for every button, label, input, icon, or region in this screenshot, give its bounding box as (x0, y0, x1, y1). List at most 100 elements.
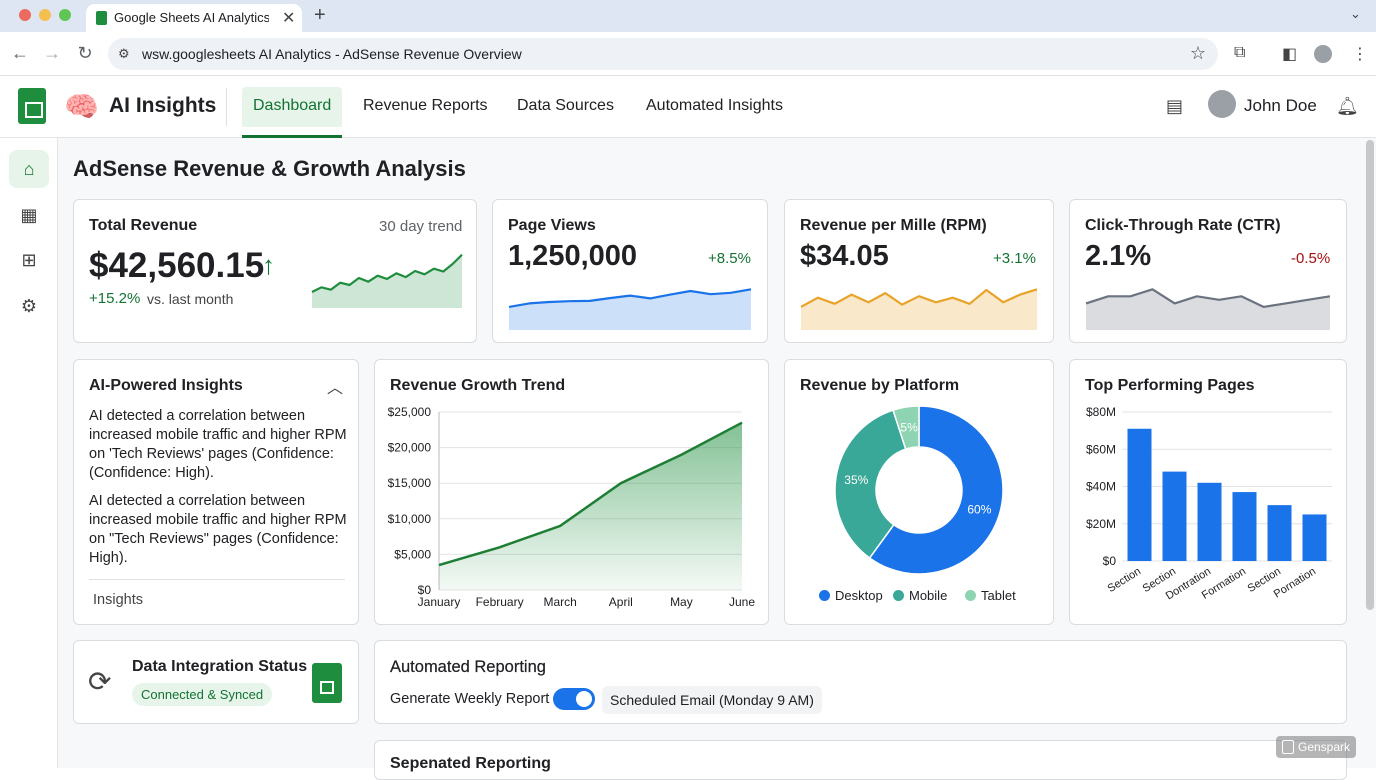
bookmark-star-icon[interactable]: ☆ (1190, 43, 1206, 64)
kpi-card-page-views[interactable]: Page Views 1,250,000 +8.5% (492, 199, 768, 343)
insight-item: AI detected a correlation between increa… (89, 492, 349, 568)
legend-mobile: Mobile (893, 588, 947, 603)
revenue-growth-chart: $0$5,000$10,000$15,000$20,000$25,000Janu… (375, 400, 768, 614)
data-integration-card: ⟳ Data Integration Status Connected & Sy… (73, 640, 359, 724)
kpi-delta: -0.5% (1291, 250, 1330, 267)
tab-revenue-reports[interactable]: Revenue Reports (352, 87, 499, 127)
y-tick-label: $20,000 (388, 441, 432, 455)
sidebar-item-add[interactable]: ⊞ (9, 241, 49, 279)
back-icon[interactable]: ← (10, 43, 30, 64)
new-tab-icon[interactable]: + (314, 4, 326, 27)
revenue-platform-card: Revenue by Platform 60%35%5% Desktop Mob… (784, 359, 1054, 625)
sheets-favicon-icon (96, 11, 107, 25)
google-sheets-icon (312, 663, 342, 703)
schedule-chip[interactable]: Scheduled Email (Monday 9 AM) (602, 686, 822, 714)
ctr-sparkline (1084, 280, 1332, 330)
rpm-sparkline (799, 280, 1039, 330)
bar (1128, 429, 1152, 561)
sync-icon[interactable]: ⟳ (88, 665, 111, 698)
forward-icon[interactable]: → (42, 43, 62, 64)
notifications-bell-icon[interactable]: 🔔︎ (1336, 96, 1359, 117)
desktop-color-dot (819, 590, 830, 601)
sidebar-item-reports[interactable]: ▦ (9, 196, 49, 234)
kpi-value: $34.05 (800, 240, 889, 273)
tab-data-sources[interactable]: Data Sources (506, 87, 625, 127)
kpi-title: Click-Through Rate (CTR) (1085, 217, 1281, 235)
legend-tablet: Tablet (965, 588, 1016, 603)
kpi-title: Total Revenue (89, 217, 197, 235)
reporting-title: Automated Reporting (390, 658, 546, 677)
minimize-window-button[interactable] (39, 9, 51, 21)
address-text[interactable]: wsw.googlesheets AI Analytics - AdSense … (142, 46, 522, 62)
arrow-up-icon: ↑ (262, 250, 275, 281)
weekly-report-toggle[interactable] (553, 688, 595, 710)
insight-item: AI detected a correlation between increa… (89, 407, 349, 483)
y-tick-label: $80M (1086, 405, 1116, 419)
kpi-card-ctr[interactable]: Click-Through Rate (CTR) 2.1% -0.5% (1069, 199, 1347, 343)
kpi-delta: +3.1% (993, 250, 1036, 267)
x-tick-label: May (670, 595, 693, 609)
tab-automated-insights[interactable]: Automated Insights (635, 87, 794, 127)
genspark-badge: Genspark (1276, 736, 1356, 758)
page-title: AdSense Revenue & Growth Analysis (73, 156, 466, 182)
browser-toolbar: ← → ↻ ⚙ wsw.googlesheets AI Analytics - … (0, 32, 1376, 76)
tab-search-icon[interactable]: ⌄ (1350, 6, 1361, 22)
sidebar-item-home[interactable]: ⌂ (9, 150, 49, 188)
x-tick-label: April (609, 595, 633, 609)
header-divider (226, 88, 227, 126)
profile-avatar-icon[interactable] (1314, 45, 1332, 63)
y-tick-label: $5,000 (394, 547, 431, 561)
x-tick-label: Section (1106, 565, 1143, 595)
tab-dashboard[interactable]: Dashboard (242, 87, 342, 127)
revenue-platform-chart: 60%35%5% (785, 400, 1053, 586)
kpi-card-total-revenue[interactable]: Total Revenue 30 day trend $42,560.15 ↑ … (73, 199, 477, 343)
site-info-icon[interactable]: ⚙ (118, 46, 130, 62)
y-tick-label: $40M (1086, 480, 1116, 494)
side-panel-icon[interactable]: ◧ (1282, 44, 1297, 64)
app-title: AI Insights (109, 94, 216, 118)
sidebar: ⌂ ▦ ⊞ ⚙ (0, 138, 58, 768)
trend-label: 30 day trend (379, 218, 462, 235)
sidebar-item-settings[interactable]: ⚙ (9, 287, 49, 325)
kpi-value: 2.1% (1085, 240, 1151, 273)
close-window-button[interactable] (19, 9, 31, 21)
browser-tab-bar: Google Sheets AI Analytics - ✕ + ⌄ (0, 0, 1376, 32)
tablet-color-dot (965, 590, 976, 601)
sparkline-area (312, 255, 462, 308)
genspark-logo-icon (1282, 740, 1294, 754)
chart-title: Revenue Growth Trend (390, 377, 565, 395)
legend-label: Desktop (835, 588, 883, 603)
insights-divider (89, 579, 345, 580)
extensions-icon[interactable]: ⧉ (1234, 44, 1245, 62)
user-name[interactable]: John Doe (1244, 96, 1317, 116)
address-bar[interactable]: ⚙ wsw.googlesheets AI Analytics - AdSens… (108, 38, 1218, 70)
legend-desktop: Desktop (819, 588, 883, 603)
chat-icon[interactable]: ▤ (1166, 96, 1183, 117)
x-tick-label: June (729, 595, 755, 609)
x-tick-label: January (418, 595, 461, 609)
google-sheets-logo-icon[interactable] (18, 88, 46, 124)
y-tick-label: $15,000 (388, 476, 432, 490)
revenue-growth-card: Revenue Growth Trend $0$5,000$10,000$15,… (374, 359, 769, 625)
browser-tab[interactable]: Google Sheets AI Analytics - ✕ (86, 4, 302, 32)
y-tick-label: $0 (1103, 554, 1117, 568)
kpi-card-rpm[interactable]: Revenue per Mille (RPM) $34.05 +3.1% (784, 199, 1054, 343)
y-tick-label: $20M (1086, 517, 1116, 531)
add-insight-icon: ⊞ (21, 250, 36, 270)
close-tab-icon[interactable]: ✕ (282, 8, 295, 28)
pie-slice-label: 5% (900, 420, 918, 434)
page-scrollbar[interactable] (1366, 140, 1374, 610)
insights-footer-link[interactable]: Insights (93, 592, 143, 608)
maximize-window-button[interactable] (59, 9, 71, 21)
kpi-delta: +15.2% (89, 290, 140, 307)
gear-icon: ⚙ (21, 296, 37, 316)
automated-reporting-card: Automated Reporting Generate Weekly Repo… (374, 640, 1347, 724)
collapse-chevron-icon[interactable]: ︿ (327, 374, 343, 398)
kpi-value: 1,250,000 (508, 240, 637, 273)
user-avatar[interactable] (1208, 90, 1236, 118)
browser-menu-icon[interactable]: ⋮ (1352, 44, 1368, 64)
reload-icon[interactable]: ↻ (75, 43, 95, 64)
revenue-sparkline (310, 246, 464, 308)
main-content: AdSense Revenue & Growth Analysis Total … (58, 138, 1376, 768)
